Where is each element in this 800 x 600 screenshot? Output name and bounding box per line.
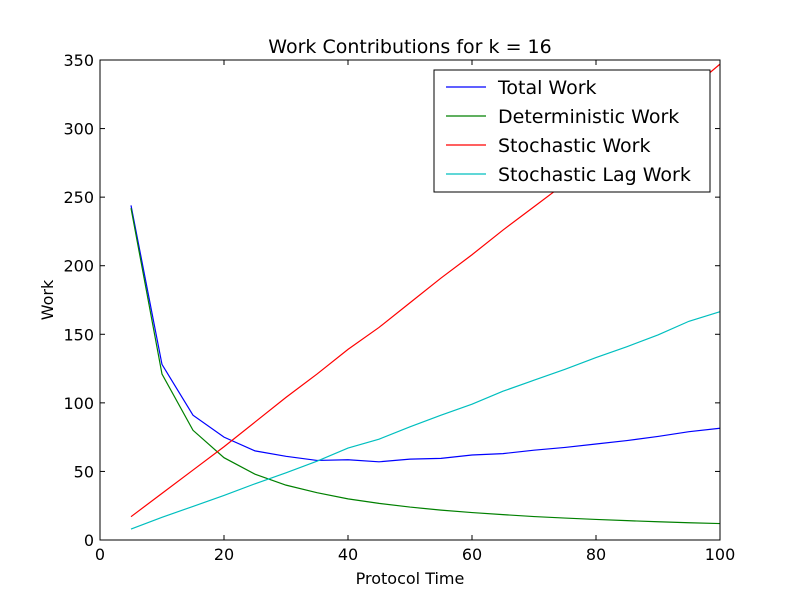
series-line-total-work [130, 205, 721, 463]
legend-label: Total Work [497, 77, 597, 99]
y-tick-label: 300 [63, 120, 94, 139]
series-line-stochastic-lag-work [130, 311, 721, 530]
x-tick-label: 20 [214, 545, 234, 564]
y-axis-title: Work [38, 279, 57, 320]
y-tick-label: 50 [74, 462, 94, 481]
y-tick-label: 200 [63, 257, 94, 276]
legend-label: Stochastic Lag Work [498, 164, 691, 186]
legend-box [433, 69, 711, 193]
x-tick-label: 80 [586, 545, 606, 564]
x-tick-label: 60 [462, 545, 482, 564]
x-axis-title: Protocol Time [356, 569, 465, 588]
legend: Total Work Deterministic Work Stochastic W… [433, 69, 711, 193]
y-tick-label: 350 [63, 51, 94, 70]
legend-label: Stochastic Work [498, 135, 651, 157]
axes-frame [99, 59, 721, 541]
x-tick-label: 0 [95, 545, 105, 564]
y-tick-label: 250 [63, 188, 94, 207]
series-line-deterministic-work [130, 207, 721, 525]
x-tick-label: 100 [705, 545, 736, 564]
y-tick-label: 100 [63, 394, 94, 413]
y-tick-label: 0 [84, 531, 94, 550]
chart-title: Work Contributions for k = 16 [268, 36, 551, 58]
axes-layer: 0 20 40 60 80 100 0 50 100 150 200 250 300 350 [63, 51, 735, 564]
x-tick-label: 40 [338, 545, 358, 564]
y-tick-label: 150 [63, 325, 94, 344]
legend-label: Deterministic Work [498, 106, 679, 128]
